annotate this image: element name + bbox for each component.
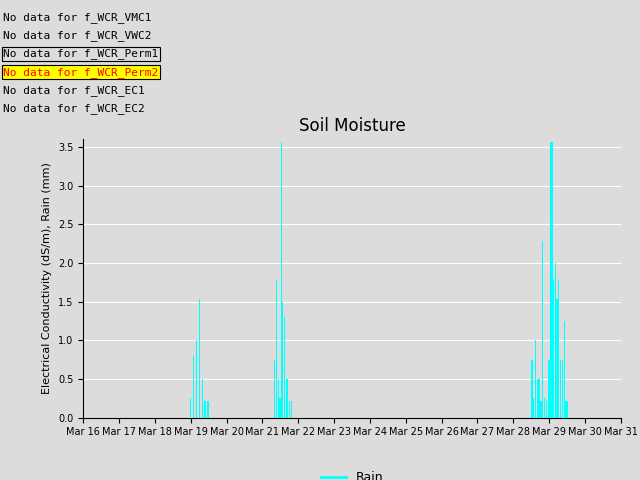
Text: No data for f_WCR_Perm2: No data for f_WCR_Perm2 bbox=[3, 67, 159, 78]
Bar bbox=[198, 300, 200, 418]
Bar bbox=[556, 300, 557, 418]
Text: No data for f_WCR_VWC2: No data for f_WCR_VWC2 bbox=[3, 30, 152, 41]
Bar bbox=[567, 401, 568, 418]
Text: No data for f_WCR_Perm1: No data for f_WCR_Perm1 bbox=[3, 48, 159, 60]
Bar bbox=[546, 401, 547, 418]
Bar bbox=[535, 340, 536, 418]
Bar bbox=[548, 360, 550, 418]
Text: No data for f_WCR_EC1: No data for f_WCR_EC1 bbox=[3, 85, 145, 96]
Bar bbox=[558, 280, 559, 418]
Y-axis label: Electrical Conductivity (dS/m), Rain (mm): Electrical Conductivity (dS/m), Rain (mm… bbox=[42, 162, 52, 395]
Bar bbox=[282, 301, 284, 418]
Bar bbox=[540, 401, 541, 418]
Bar bbox=[202, 379, 203, 418]
Bar bbox=[537, 379, 538, 418]
Bar bbox=[190, 398, 191, 418]
Bar bbox=[551, 142, 552, 418]
Bar bbox=[565, 401, 566, 418]
Bar bbox=[287, 379, 289, 418]
Bar bbox=[550, 142, 551, 418]
Text: No data for f_WCR_VMC1: No data for f_WCR_VMC1 bbox=[3, 12, 152, 23]
Bar bbox=[286, 379, 287, 418]
Bar bbox=[196, 340, 197, 418]
Bar bbox=[538, 379, 540, 418]
Legend: Rain: Rain bbox=[316, 466, 388, 480]
Bar bbox=[542, 241, 543, 418]
Bar bbox=[281, 142, 282, 418]
Bar bbox=[291, 401, 292, 418]
Bar bbox=[562, 360, 563, 418]
Bar bbox=[284, 317, 285, 418]
Bar bbox=[560, 360, 561, 418]
Bar bbox=[531, 360, 532, 418]
Bar bbox=[553, 280, 554, 418]
Bar bbox=[204, 401, 205, 418]
Bar bbox=[193, 356, 194, 418]
Bar bbox=[274, 360, 275, 418]
Title: Soil Moisture: Soil Moisture bbox=[299, 117, 405, 135]
Bar bbox=[278, 379, 279, 418]
Text: No data for f_WCR_EC2: No data for f_WCR_EC2 bbox=[3, 103, 145, 114]
Bar bbox=[289, 401, 291, 418]
Bar bbox=[279, 398, 280, 418]
Bar bbox=[276, 280, 277, 418]
Bar bbox=[555, 263, 556, 418]
Bar bbox=[544, 398, 545, 418]
Bar bbox=[533, 398, 534, 418]
Bar bbox=[207, 401, 209, 418]
